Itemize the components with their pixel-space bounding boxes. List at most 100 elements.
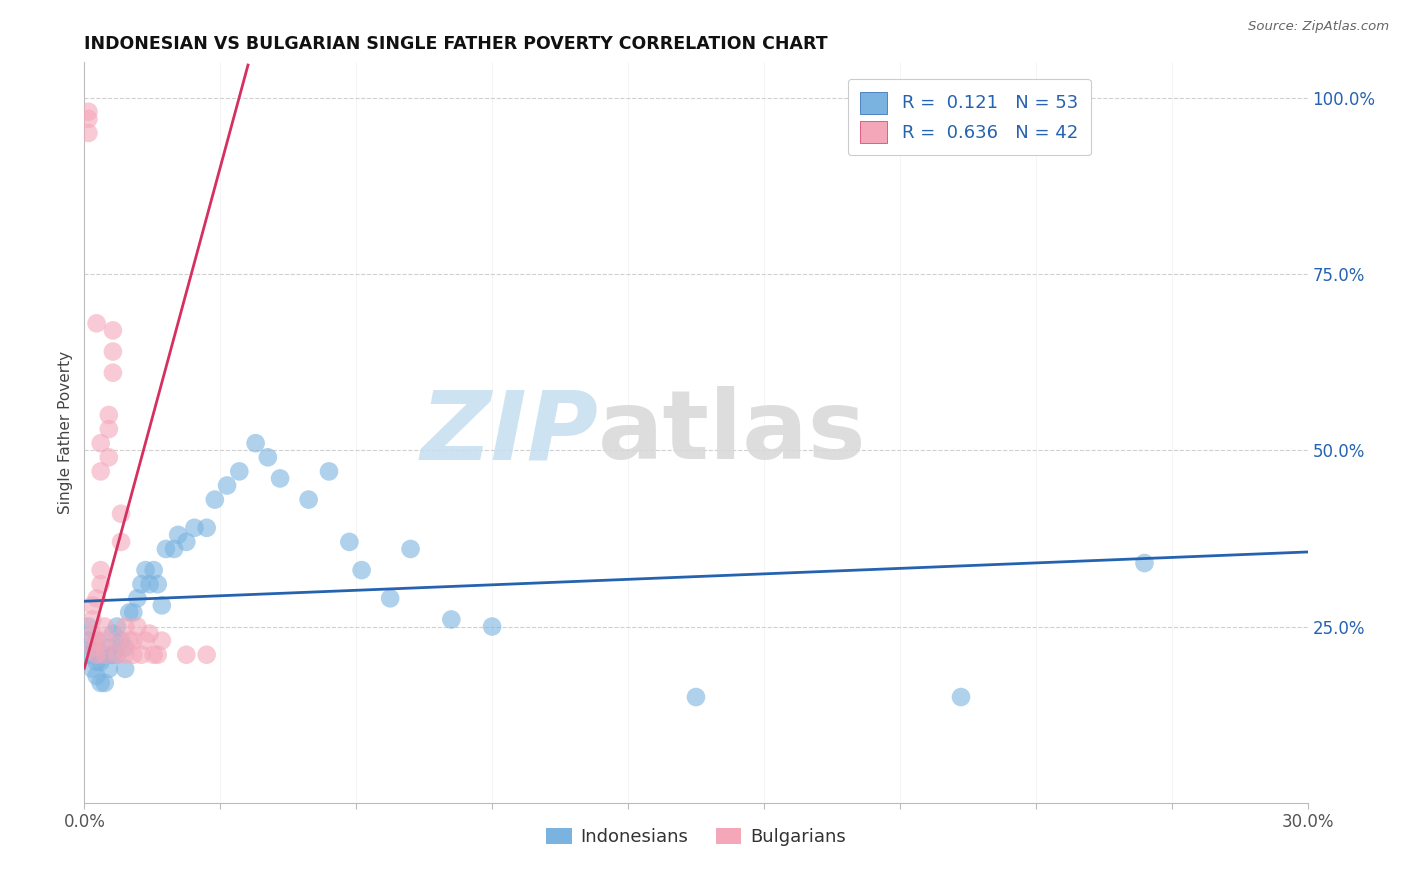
Point xyxy=(105,648,128,662)
Point xyxy=(82,662,104,676)
Point xyxy=(105,633,128,648)
Text: ZIP: ZIP xyxy=(420,386,598,479)
Point xyxy=(93,648,115,662)
Point xyxy=(86,669,108,683)
Point xyxy=(131,648,153,662)
Point xyxy=(950,690,973,704)
Point xyxy=(1133,556,1156,570)
Point xyxy=(86,648,108,662)
Point xyxy=(118,633,141,648)
Point xyxy=(122,648,145,662)
Point xyxy=(114,662,136,676)
Point xyxy=(90,464,112,478)
Point xyxy=(97,450,120,465)
Point xyxy=(135,633,157,648)
Point xyxy=(122,633,145,648)
Point xyxy=(138,626,160,640)
Point xyxy=(217,478,239,492)
Point xyxy=(142,563,165,577)
Point xyxy=(440,612,463,626)
Text: Source: ZipAtlas.com: Source: ZipAtlas.com xyxy=(1249,20,1389,33)
Point xyxy=(167,528,190,542)
Point xyxy=(135,563,157,577)
Point xyxy=(142,648,165,662)
Point xyxy=(105,619,128,633)
Point xyxy=(90,577,112,591)
Point xyxy=(86,655,108,669)
Point xyxy=(163,541,186,556)
Point xyxy=(146,577,169,591)
Point xyxy=(174,648,197,662)
Point xyxy=(82,599,104,613)
Point xyxy=(150,599,173,613)
Point xyxy=(97,408,120,422)
Point xyxy=(298,492,321,507)
Point xyxy=(97,662,120,676)
Point xyxy=(339,535,361,549)
Point xyxy=(90,563,112,577)
Point xyxy=(195,648,218,662)
Point xyxy=(174,535,197,549)
Point xyxy=(204,492,226,507)
Text: INDONESIAN VS BULGARIAN SINGLE FATHER POVERTY CORRELATION CHART: INDONESIAN VS BULGARIAN SINGLE FATHER PO… xyxy=(84,35,828,53)
Point xyxy=(93,633,115,648)
Point xyxy=(82,612,104,626)
Point xyxy=(93,619,115,633)
Point xyxy=(127,619,149,633)
Point xyxy=(146,648,169,662)
Point xyxy=(101,626,124,640)
Point xyxy=(685,690,707,704)
Point xyxy=(481,619,503,633)
Point xyxy=(82,640,104,655)
Point xyxy=(101,323,124,337)
Point xyxy=(110,507,132,521)
Point xyxy=(86,633,108,648)
Point xyxy=(350,563,373,577)
Point xyxy=(150,633,173,648)
Text: atlas: atlas xyxy=(598,386,866,479)
Point xyxy=(101,648,124,662)
Point xyxy=(110,633,132,648)
Point xyxy=(97,640,120,655)
Point xyxy=(101,366,124,380)
Point xyxy=(82,626,104,640)
Point xyxy=(90,436,112,450)
Point xyxy=(127,591,149,606)
Point xyxy=(86,316,108,330)
Point xyxy=(101,344,124,359)
Point xyxy=(399,541,422,556)
Point xyxy=(122,606,145,620)
Point xyxy=(110,535,132,549)
Point xyxy=(90,676,112,690)
Legend: Indonesians, Bulgarians: Indonesians, Bulgarians xyxy=(538,821,853,853)
Point xyxy=(138,577,160,591)
Point xyxy=(77,633,100,648)
Point xyxy=(90,655,112,669)
Point xyxy=(183,521,205,535)
Point xyxy=(97,422,120,436)
Point xyxy=(93,676,115,690)
Point xyxy=(114,619,136,633)
Point xyxy=(269,471,291,485)
Point xyxy=(77,112,100,126)
Point xyxy=(195,521,218,535)
Point xyxy=(77,126,100,140)
Point xyxy=(105,648,128,662)
Point xyxy=(380,591,402,606)
Point xyxy=(82,640,104,655)
Point xyxy=(318,464,340,478)
Y-axis label: Single Father Poverty: Single Father Poverty xyxy=(58,351,73,514)
Point xyxy=(77,619,100,633)
Point xyxy=(86,633,108,648)
Point xyxy=(86,591,108,606)
Point xyxy=(155,541,177,556)
Point xyxy=(77,104,100,119)
Point xyxy=(257,450,280,465)
Point xyxy=(114,648,136,662)
Point xyxy=(131,577,153,591)
Point xyxy=(118,606,141,620)
Point xyxy=(93,648,115,662)
Point xyxy=(114,640,136,655)
Point xyxy=(77,648,100,662)
Point xyxy=(228,464,250,478)
